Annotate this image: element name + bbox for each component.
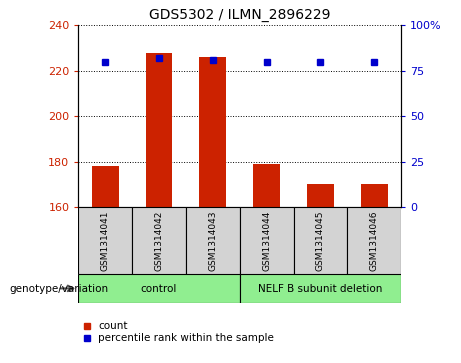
Bar [253,164,280,207]
Bar [92,166,118,207]
Text: genotype/variation: genotype/variation [9,284,108,294]
Bar [199,57,226,207]
Text: GSM1314043: GSM1314043 [208,210,217,271]
Bar [294,207,347,274]
Text: NELF B subunit deletion: NELF B subunit deletion [258,284,383,294]
Bar [307,184,334,207]
Bar [78,274,240,303]
Text: GSM1314045: GSM1314045 [316,210,325,271]
Title: GDS5302 / ILMN_2896229: GDS5302 / ILMN_2896229 [149,8,331,22]
Bar [347,207,401,274]
Bar [361,184,388,207]
Bar [240,274,401,303]
Text: GSM1314046: GSM1314046 [370,210,378,271]
Bar [186,207,240,274]
Bar [132,207,186,274]
Text: GSM1314042: GSM1314042 [154,210,164,271]
Bar [78,207,132,274]
Text: GSM1314044: GSM1314044 [262,210,271,271]
Text: control: control [141,284,177,294]
Bar [240,207,294,274]
Legend: count, percentile rank within the sample: count, percentile rank within the sample [83,321,274,343]
Bar [146,53,172,207]
Text: GSM1314041: GSM1314041 [101,210,110,271]
